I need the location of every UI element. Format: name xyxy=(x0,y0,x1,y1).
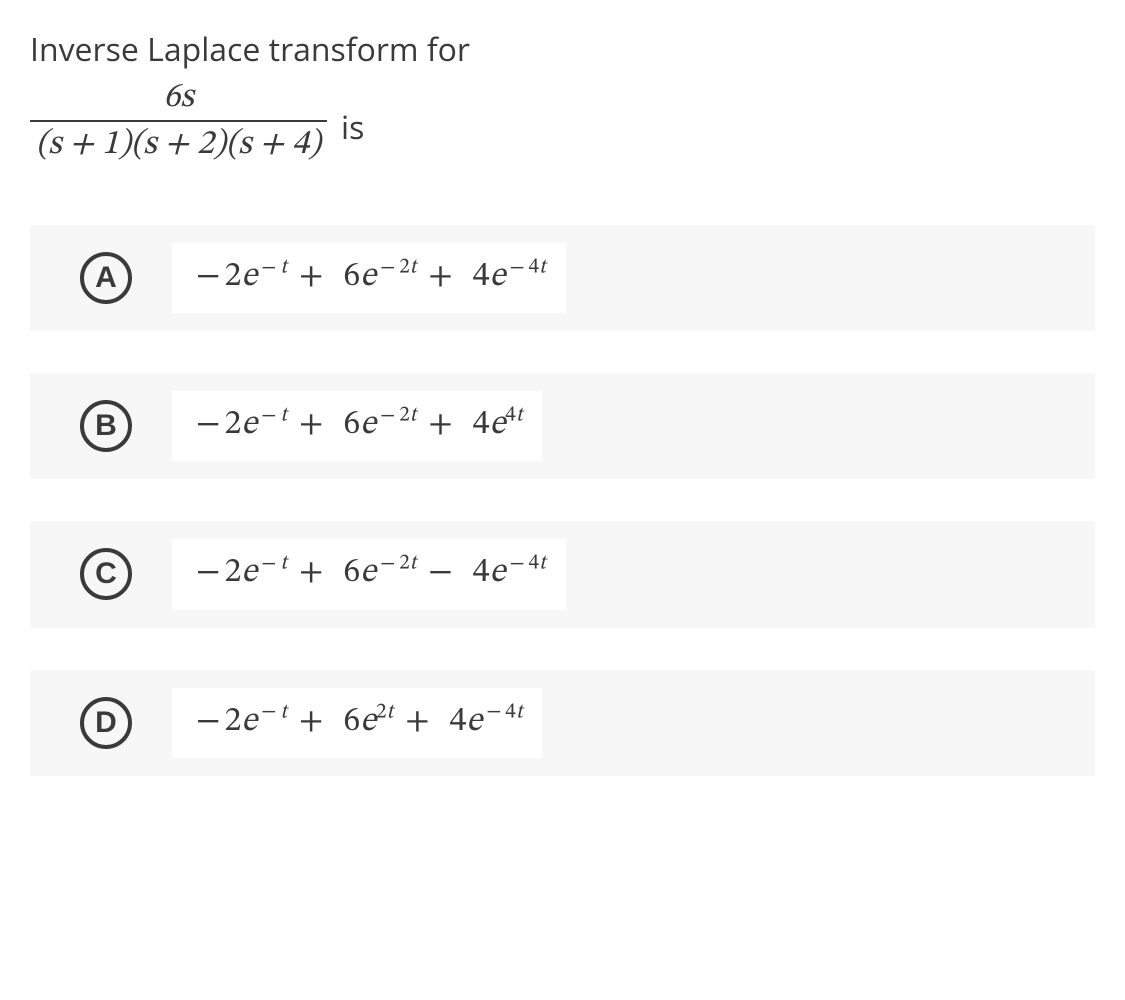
option-a[interactable]: A −2e−t + 6e−2t + 4e−4t xyxy=(30,225,1095,331)
option-a-formula: −2e−t + 6e−2t + 4e−4t xyxy=(172,243,566,313)
quiz-question: Inverse Laplace transform for 6s (s + 1)… xyxy=(0,0,1125,806)
option-letter-circle: D xyxy=(80,697,132,749)
fraction-numerator: 6s xyxy=(153,79,203,120)
options-list: A −2e−t + 6e−2t + 4e−4t B −2e−t + 6e−2t … xyxy=(30,225,1095,776)
option-b[interactable]: B −2e−t + 6e−2t + 4e4t xyxy=(30,373,1095,479)
fraction-denominator: (s + 1)(s + 2)(s + 4) xyxy=(30,120,327,165)
option-letter-circle: C xyxy=(80,548,132,600)
option-letter-circle: B xyxy=(80,400,132,452)
option-c-formula: −2e−t + 6e−2t − 4e−4t xyxy=(172,539,566,609)
option-letter-circle: A xyxy=(80,252,132,304)
option-d[interactable]: D −2e−t + 6e2t + 4e−4t xyxy=(30,670,1095,776)
question-trailing-word: is xyxy=(341,106,364,165)
option-b-formula: −2e−t + 6e−2t + 4e4t xyxy=(172,391,542,461)
question-stem: Inverse Laplace transform for 6s (s + 1)… xyxy=(30,28,1095,165)
option-c[interactable]: C −2e−t + 6e−2t − 4e−4t xyxy=(30,521,1095,627)
option-d-formula: −2e−t + 6e2t + 4e−4t xyxy=(172,688,542,758)
question-text-line1: Inverse Laplace transform for xyxy=(30,28,1095,73)
question-fraction: 6s (s + 1)(s + 2)(s + 4) xyxy=(30,79,327,165)
